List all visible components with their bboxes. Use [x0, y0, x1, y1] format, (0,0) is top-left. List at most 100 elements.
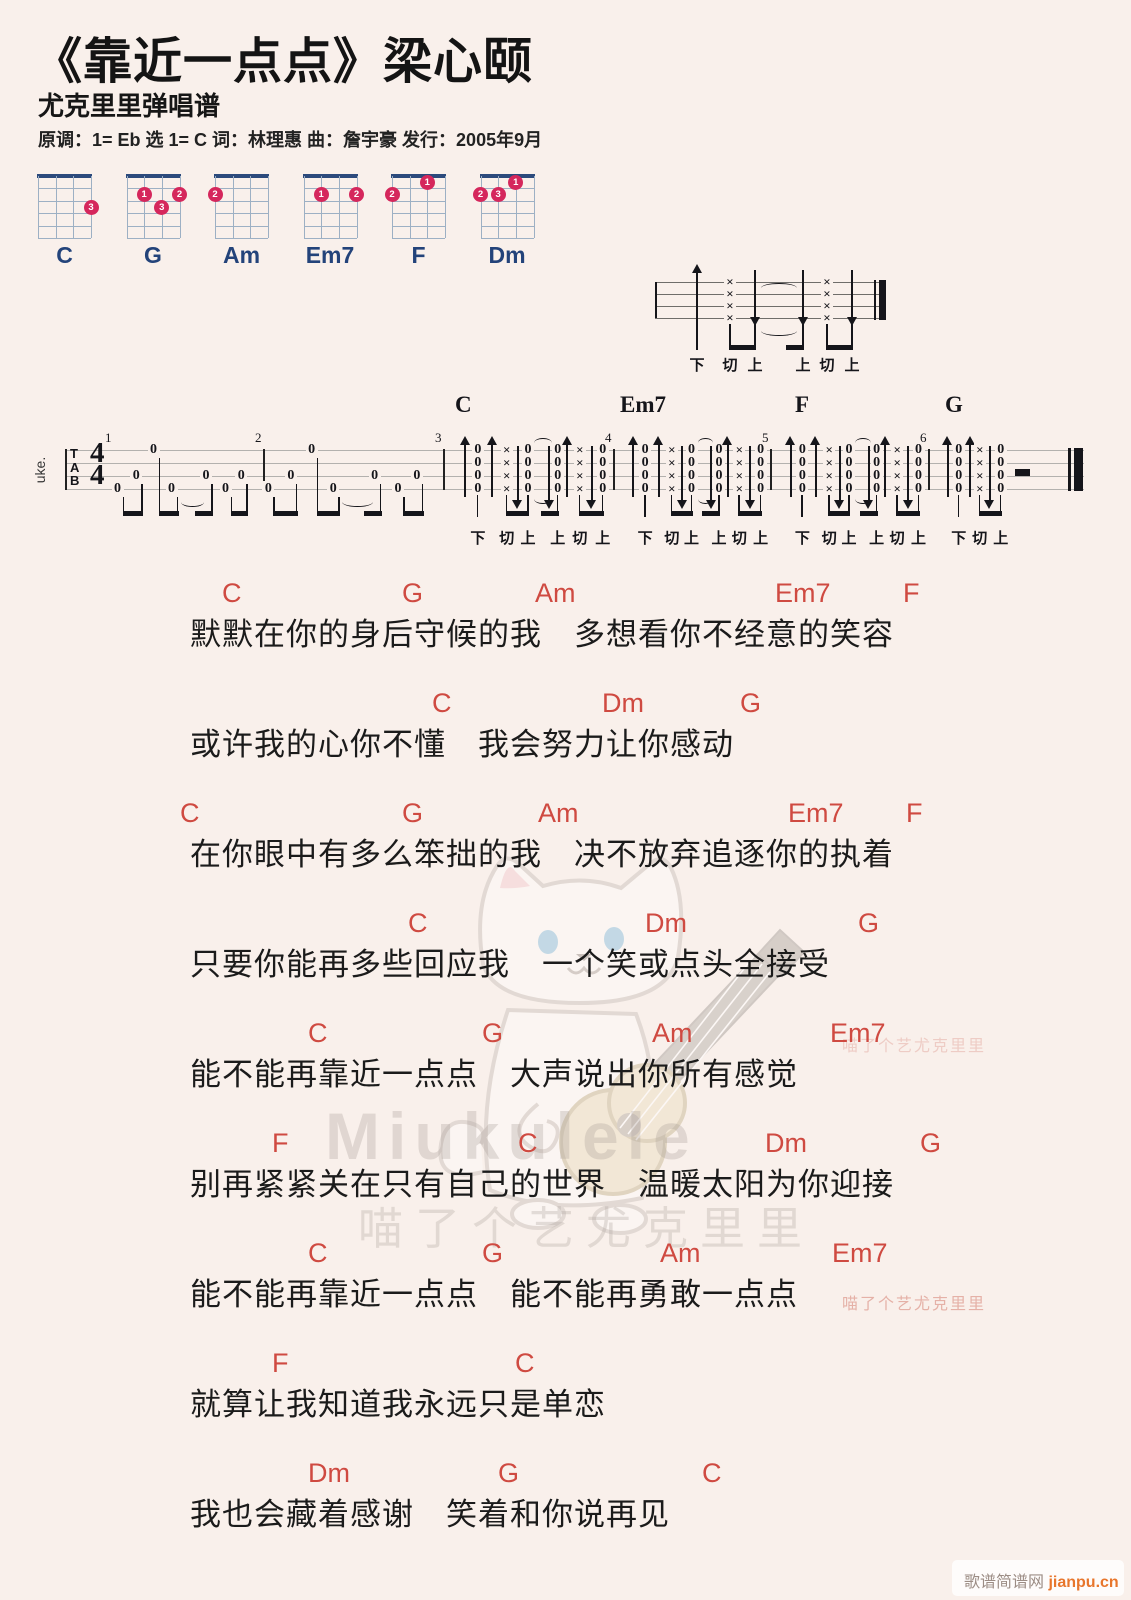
strum-4-5-open-0-1: 0	[754, 455, 767, 470]
tab-chord-mark-G: G	[945, 392, 963, 417]
diagram-stringline	[144, 176, 146, 238]
barline-4	[613, 449, 615, 490]
intro-strum-arrow-5-shaft	[851, 270, 853, 319]
strum-arrow-3-1-shaft	[491, 443, 494, 497]
diagram-fretline	[480, 213, 534, 215]
tab-note-2-0: 0	[262, 481, 275, 496]
footer-site-url[interactable]: jianpu.cn	[1048, 1574, 1119, 1591]
stroke-label-5-3: 上	[869, 530, 885, 547]
lyric-chord-C: C	[308, 1238, 328, 1268]
diagram-stringline	[515, 176, 517, 238]
intro-strum-arrow-2-shaft	[754, 270, 756, 319]
strum-6-2-open-0-0: 0	[994, 442, 1007, 457]
strum-stem-4-2	[690, 495, 693, 511]
lyric-text-1: 默默在你的身后守候的我 多想看你不经意的笑容	[190, 617, 894, 652]
strum-arrow-5-2-shaft	[838, 446, 841, 502]
diagram-stringline	[533, 176, 535, 238]
strum-6-0-open-0-1: 0	[952, 455, 965, 470]
diagram-fretline	[38, 238, 91, 239]
diagram-stringline	[232, 176, 234, 238]
diagram-fretline	[38, 200, 91, 202]
stroke-label-4-4: 切	[731, 530, 747, 547]
strum-3-5-open-0-2: 0	[596, 468, 609, 483]
tab-tie-1	[180, 497, 204, 507]
strum-4-0-open-0-3: 0	[639, 481, 652, 496]
lyric-chord-C: C	[180, 798, 200, 828]
stroke-label-5-2: 上	[841, 530, 857, 547]
strum-5-4-mute-x-1: ×	[891, 455, 904, 470]
tab-note-1-3: 0	[165, 481, 178, 496]
lyric-text-9: 我也会藏着感谢 笑着和你说再见	[190, 1497, 670, 1532]
strum-3-1-mute-x-3: ×	[500, 481, 513, 496]
finger-dot-3: 3	[83, 199, 99, 215]
tab-start-bar	[65, 449, 67, 490]
diagram-fretline	[38, 225, 91, 227]
strum-5-5-open-0-0: 0	[912, 442, 925, 457]
diagram-fretline	[126, 225, 180, 227]
lyric-text-2: 或许我的心你不懂 我会努力让你感动	[190, 727, 734, 762]
strum-6-2-open-0-3: 0	[994, 481, 1007, 496]
diagram-stringline	[215, 176, 216, 238]
strum-6-0-open-0-3: 0	[952, 481, 965, 496]
finger-dot-1: 1	[136, 187, 152, 203]
stroke-label-4-2: 上	[683, 530, 699, 547]
lyric-chord-C: C	[518, 1128, 538, 1158]
strum-tie-lower-5	[855, 494, 871, 504]
strum-stem-5-1	[828, 495, 830, 511]
strum-arrow-3-0-shaft	[464, 443, 467, 497]
strum-tie-lower-4	[697, 494, 713, 504]
tab-chord-mark-F: F	[795, 392, 810, 417]
tab-timesig-1: 4	[90, 459, 105, 491]
tab-final-bar-thick	[1074, 448, 1083, 491]
intro-stem-5	[851, 324, 853, 345]
strum-stem-3-0	[476, 495, 479, 517]
strum-arrow-5-1-shaft	[814, 443, 817, 497]
strum-beam-solo-5	[859, 511, 878, 516]
lyric-chord-Am: Am	[652, 1018, 693, 1048]
strum-5-2-open-0-2: 0	[843, 468, 855, 483]
strum-5-2-open-0-3: 0	[843, 481, 855, 496]
tab-timesig-0: 4	[90, 437, 105, 469]
intro-stem-0	[696, 324, 698, 350]
page-title: 《靠近一点点》梁心颐	[33, 35, 534, 89]
watermark-small-1: 喵了个艺尤克里里	[842, 1038, 987, 1055]
tab-note-stem-1-0	[122, 497, 125, 511]
tab-note-1-1: 0	[130, 468, 143, 483]
lyric-chord-F: F	[903, 578, 920, 608]
lyric-line-9: Dm G C 我也会藏着感谢 笑着和你说再见	[0, 1458, 1131, 1538]
diagram-fretline	[215, 200, 268, 202]
stroke-label-6-0: 下	[951, 530, 967, 547]
diagram-nut	[302, 174, 358, 178]
lyric-chord-G: G	[858, 908, 880, 938]
strum-5-0-open-0-3: 0	[796, 481, 809, 496]
strum-tie-upper-5	[855, 438, 871, 448]
diagram-nut	[479, 174, 535, 178]
diagram-fretline	[392, 188, 445, 190]
chord-diagram-label: Dm	[488, 242, 526, 268]
diagram-fretline	[215, 188, 268, 190]
watermark-small-2: 喵了个艺尤克里里	[842, 1296, 987, 1313]
tab-note-stem-2-3	[338, 497, 340, 511]
strum-4-4-mute-x-1: ×	[733, 455, 746, 470]
strum-stem-4-4	[738, 495, 740, 511]
strum-arrow-6-1-shaft	[969, 443, 971, 497]
strum-3-4-mute-x-1: ×	[573, 455, 586, 470]
barline-5	[770, 449, 772, 490]
tab-beam-1	[230, 511, 249, 516]
intro-strum-arrow-3-down-head	[797, 317, 808, 326]
watermark-miukulele: Miukulele	[325, 1099, 698, 1173]
intro-beam	[826, 345, 853, 350]
strum-3-2-open-0-3: 0	[522, 481, 534, 496]
tab-note-stem-2-0	[273, 497, 275, 511]
diagram-stringline	[250, 176, 252, 238]
stroke-label-6-1: 切	[972, 530, 988, 547]
strum-5-1-mute-x-2: ×	[823, 468, 836, 483]
lyric-line-8: F C 就算让我知道我永远只是单恋	[0, 1348, 1131, 1428]
lyric-line-1: C G Am Em7 F 默默在你的身后守候的我 多想看你不经意的笑容	[0, 578, 1131, 658]
strum-4-5-open-0-2: 0	[754, 468, 767, 483]
intro-staffline-2	[655, 306, 880, 308]
strum-arrow-3-4-shaft	[566, 443, 569, 497]
diagram-nut	[214, 174, 269, 178]
tab-beam-2	[316, 511, 341, 516]
strum-arrow-3-4-up-head	[561, 436, 572, 445]
